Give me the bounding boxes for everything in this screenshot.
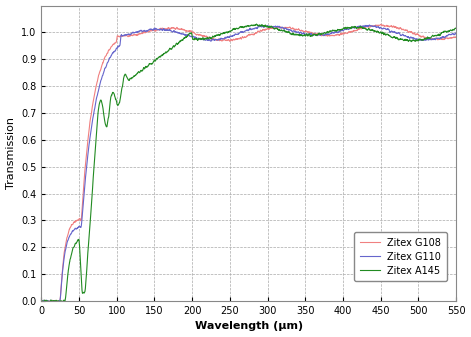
Zitex G108	[441, 37, 447, 41]
Zitex G108	[60, 265, 65, 269]
Zitex G110	[240, 30, 246, 34]
X-axis label: Wavelength (μm): Wavelength (μm)	[195, 321, 303, 332]
Zitex G108	[229, 39, 235, 43]
Zitex A145	[60, 300, 65, 304]
Zitex G110	[39, 299, 44, 303]
Y-axis label: Transmission: Transmission	[6, 117, 16, 189]
Zitex G110	[441, 35, 447, 39]
Zitex G110	[365, 25, 371, 29]
Zitex G110	[229, 34, 235, 38]
Zitex A145	[453, 26, 459, 30]
Zitex A145	[229, 28, 235, 32]
Line: Zitex G108: Zitex G108	[41, 24, 456, 303]
Zitex A145	[365, 27, 371, 31]
Zitex A145	[57, 301, 63, 305]
Zitex G108	[39, 299, 44, 303]
Zitex G108	[44, 301, 49, 305]
Zitex G110	[367, 23, 373, 27]
Zitex A145	[39, 298, 44, 302]
Zitex A145	[442, 29, 447, 33]
Zitex G108	[240, 35, 246, 39]
Zitex G108	[442, 37, 447, 41]
Zitex G110	[453, 32, 459, 36]
Legend: Zitex G108, Zitex G110, Zitex A145: Zitex G108, Zitex G110, Zitex A145	[354, 232, 447, 281]
Zitex G110	[54, 300, 59, 304]
Zitex A145	[254, 22, 260, 26]
Zitex G108	[453, 35, 459, 39]
Zitex G110	[442, 36, 447, 40]
Zitex G110	[60, 268, 65, 272]
Line: Zitex A145: Zitex A145	[41, 24, 456, 303]
Zitex A145	[441, 29, 447, 33]
Zitex G108	[365, 25, 371, 29]
Line: Zitex G110: Zitex G110	[41, 25, 456, 302]
Zitex A145	[240, 26, 246, 30]
Zitex G108	[378, 22, 384, 26]
